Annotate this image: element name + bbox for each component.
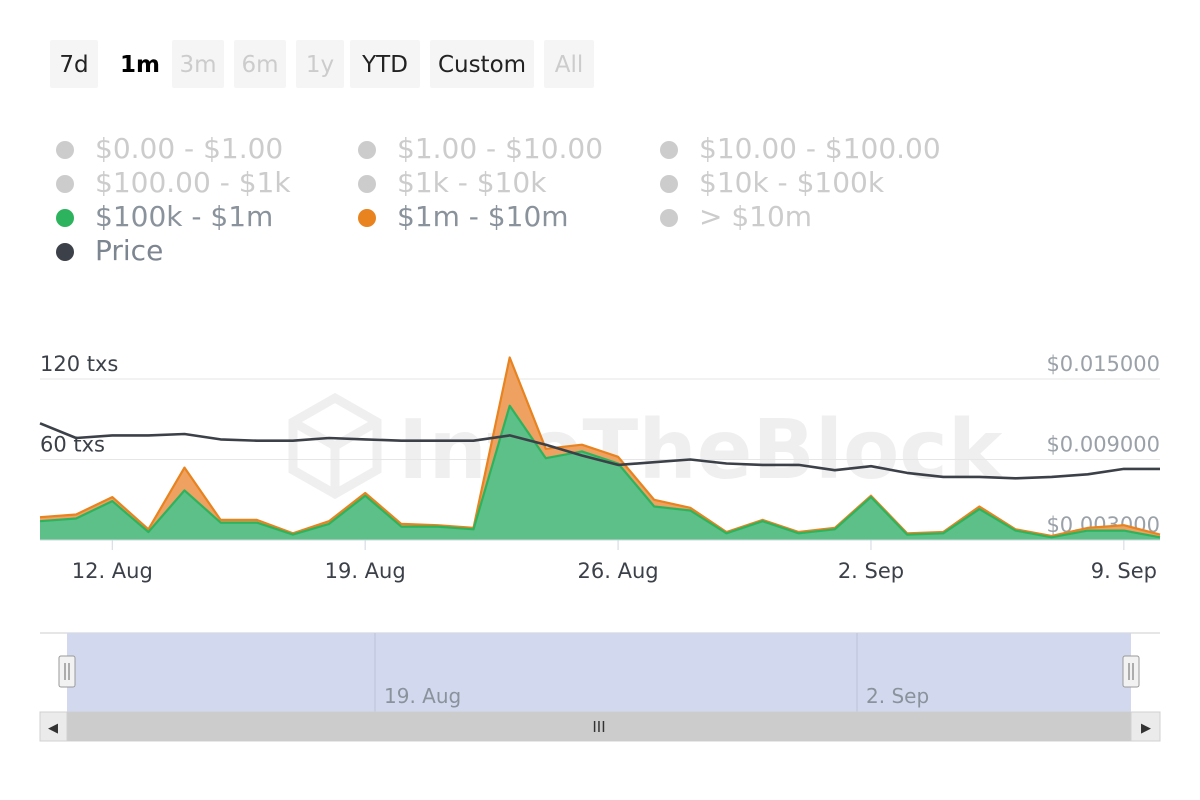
navigator-handle-right[interactable] <box>1123 656 1139 688</box>
legend-label: > $10m <box>699 200 813 233</box>
y-left-tick-label: 60 txs <box>40 433 105 457</box>
navigator-handle-left[interactable] <box>58 656 74 688</box>
series-line <box>39 404 1161 539</box>
y-left-tick-label: 120 txs <box>40 352 118 376</box>
range-button-1y[interactable]: 1y <box>296 40 344 88</box>
area-fill <box>40 405 1160 540</box>
legend-marker-icon <box>660 209 678 227</box>
range-button-6m[interactable]: 6m <box>234 40 286 88</box>
range-button-all[interactable]: All <box>544 40 594 88</box>
legend-label: $1.00 - $10.00 <box>397 132 604 165</box>
scrollbar-left-button[interactable] <box>40 712 66 740</box>
x-tick-label: 9. Sep <box>1091 559 1157 583</box>
range-button-1m[interactable]: 1m <box>110 40 170 88</box>
x-tick-label: 19. Aug <box>325 559 406 583</box>
x-tick-label: 26. Aug <box>578 559 659 583</box>
y-axis-right: $0.003000 $0.009000 $0.015000 <box>1046 352 1160 537</box>
watermark: IntoTheBlock <box>288 392 1005 500</box>
grid-lines <box>40 378 1160 541</box>
legend-marker-icon <box>56 243 74 261</box>
x-axis: 12. Aug 19. Aug 26. Aug 2. Sep 9. Sep <box>40 539 1160 583</box>
area-fill <box>40 357 1160 538</box>
scrollbar-thumb[interactable] <box>68 712 1130 740</box>
legend-marker-icon <box>56 175 74 193</box>
y-left-tick-label: 0 txs <box>40 513 92 537</box>
legend-label: $10k - $100k <box>699 166 885 199</box>
legend-label: $100k - $1m <box>95 200 274 233</box>
range-button-ytd[interactable]: YTD <box>350 40 420 88</box>
legend-label: Price <box>95 234 164 267</box>
legend-marker-icon <box>358 209 376 227</box>
watermark-text: IntoTheBlock <box>398 403 1005 498</box>
legend-label: $100.00 - $1k <box>95 166 291 199</box>
legend-label: $0.00 - $1.00 <box>95 132 284 165</box>
navigator-tick-label: 19. Aug <box>384 684 461 708</box>
range-button-custom[interactable]: Custom <box>430 40 534 88</box>
navigator-mask <box>67 633 1131 712</box>
x-tick-label: 2. Sep <box>838 559 904 583</box>
legend-marker-icon <box>56 141 74 159</box>
scrollbar-right-button[interactable] <box>1132 712 1158 740</box>
series-areas <box>39 356 1161 540</box>
legend-marker-icon <box>660 141 678 159</box>
range-button-7d[interactable]: 7d <box>50 40 98 88</box>
legend-marker-icon <box>56 209 74 227</box>
y-right-tick-label: $0.009000 <box>1046 433 1160 457</box>
legend-label: $1k - $10k <box>397 166 547 199</box>
y-right-tick-label: $0.003000 <box>1046 513 1160 537</box>
series-line <box>39 356 1161 538</box>
price-layer <box>39 422 1160 480</box>
legend-marker-icon <box>358 141 376 159</box>
chart-legend: $0.00 - $1.00 $1.00 - $10.00 $10.00 - $100… <box>52 132 972 272</box>
legend-marker-icon <box>660 175 678 193</box>
range-button-3m[interactable]: 3m <box>172 40 224 88</box>
y-axis-left: 0 txs 60 txs 120 txs <box>40 352 118 537</box>
legend-label: $1m - $10m <box>397 200 569 233</box>
x-tick-label: 12. Aug <box>72 559 153 583</box>
y-right-tick-label: $0.015000 <box>1046 352 1160 376</box>
navigator-tick-label: 2. Sep <box>866 684 929 708</box>
price-line <box>39 422 1160 480</box>
legend-label: $10.00 - $100.00 <box>699 132 941 165</box>
legend-marker-icon <box>358 175 376 193</box>
